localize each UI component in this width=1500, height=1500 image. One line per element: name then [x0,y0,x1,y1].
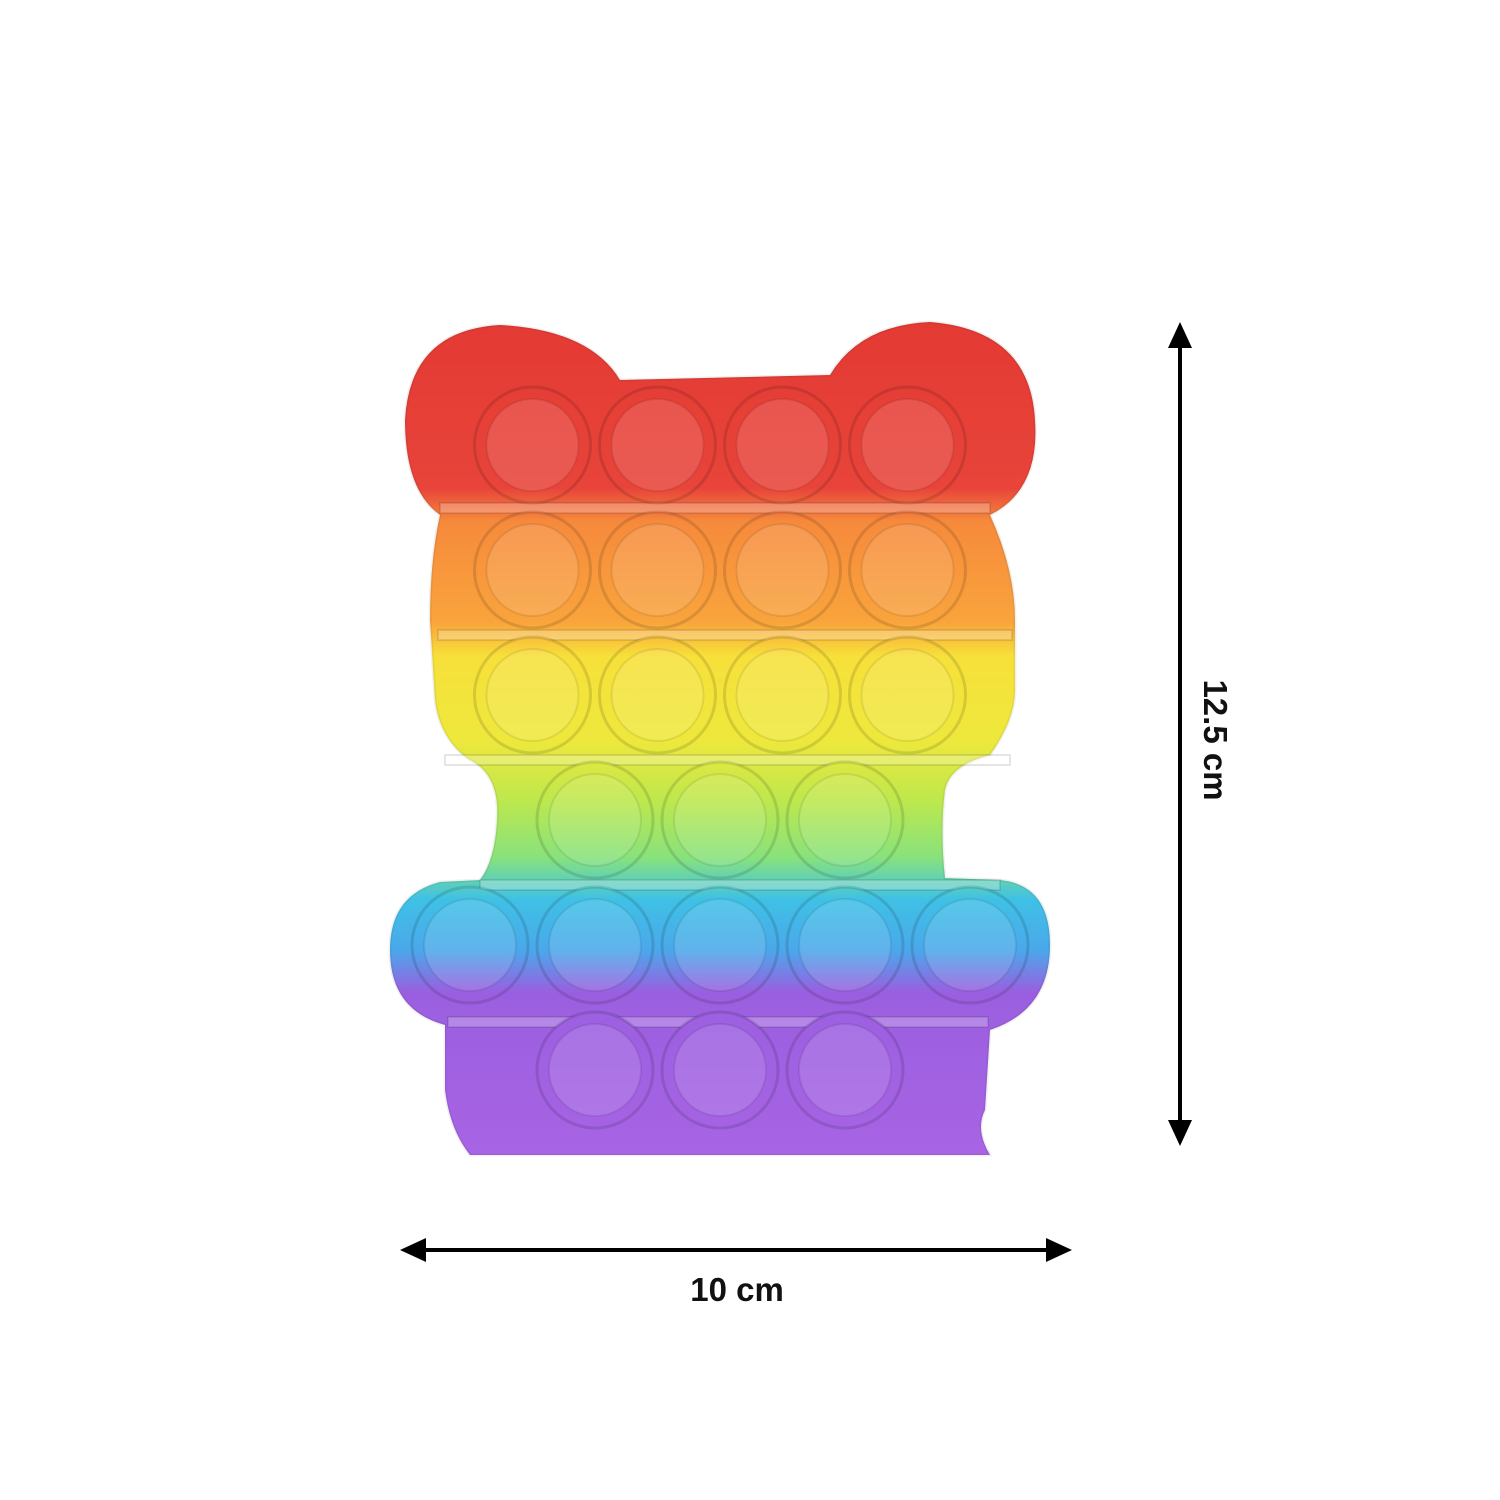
bubble[interactable] [673,1023,767,1117]
bubble[interactable] [798,898,892,992]
bubble-ring [535,885,655,1005]
bubble-ring [473,385,592,505]
bubble-ring [660,760,780,880]
bubble[interactable] [548,898,642,992]
row-divider [479,879,1001,891]
height-arrow-bottom-head [1168,1120,1192,1146]
bubble[interactable] [860,523,955,617]
width-arrow-right-head [1046,1238,1072,1262]
height-label: 12.5 cm [1197,679,1234,801]
bubble[interactable] [798,773,892,867]
bubble-ring [785,1010,905,1130]
bubble-ring [535,760,655,880]
bubble-ring [598,635,717,755]
bubble[interactable] [485,648,580,742]
width-label: 10 cm [690,1271,784,1308]
bubbles [410,385,1030,1130]
bubble[interactable] [423,898,517,992]
bubble-ring [848,385,967,505]
row-divider [437,629,1013,641]
bubble-ring [848,510,967,630]
bubble[interactable] [735,523,830,617]
bubble-ring [598,510,717,630]
bubble-ring [785,760,905,880]
bubble[interactable] [610,648,705,742]
bubble[interactable] [860,648,955,742]
width-arrow-left-head [400,1238,426,1262]
bubble[interactable] [798,1023,892,1117]
bubble[interactable] [735,648,830,742]
bubble-ring [660,1010,780,1130]
row-divider [439,502,991,514]
bubble[interactable] [548,1023,642,1117]
bubble-ring [410,885,530,1005]
bubble[interactable] [735,398,830,492]
bubble[interactable] [485,523,580,617]
bubble[interactable] [673,898,767,992]
bubble-ring [723,385,842,505]
bubble-ring [723,510,842,630]
bubble-ring [473,635,592,755]
bubble[interactable] [860,398,955,492]
bubble-ring [660,885,780,1005]
bubble[interactable] [485,398,580,492]
bubble-ring [598,385,717,505]
bubble[interactable] [548,773,642,867]
bubble-ring [848,635,967,755]
bubble[interactable] [610,523,705,617]
bubble-ring [910,885,1030,1005]
height-arrow-top-head [1168,322,1192,348]
bubble-ring [535,1010,655,1130]
bubble[interactable] [673,773,767,867]
bubble[interactable] [610,398,705,492]
bubble[interactable] [923,898,1017,992]
bubble-ring [723,635,842,755]
bubble-ring [785,885,905,1005]
bubble-ring [473,510,592,630]
